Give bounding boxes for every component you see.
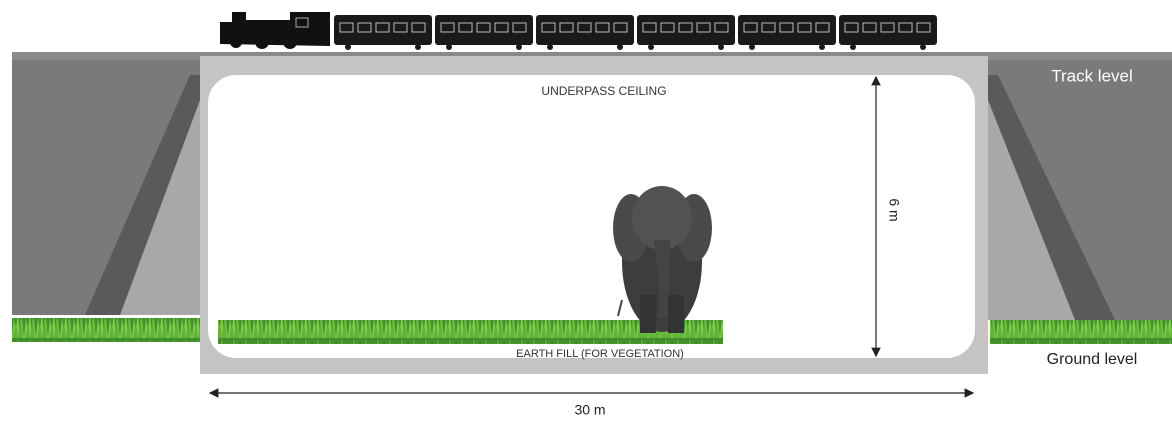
grass	[218, 320, 723, 344]
width-label: 30 m	[574, 402, 605, 418]
grass	[12, 318, 200, 342]
train	[220, 12, 938, 51]
underpass-opening	[208, 75, 975, 358]
embankment-right	[988, 52, 1172, 320]
height-label: 6 m	[886, 198, 902, 221]
track-level-label: Track level	[1051, 66, 1133, 85]
ground-level-label: Ground level	[1047, 351, 1138, 368]
ceiling-label: UNDERPASS CEILING	[541, 84, 666, 98]
elephant	[613, 186, 712, 333]
earth-fill-label: EARTH FILL (FOR VEGETATION)	[516, 348, 684, 360]
embankment-left	[12, 52, 202, 315]
grass	[990, 320, 1172, 344]
